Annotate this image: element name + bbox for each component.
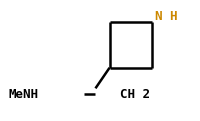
Text: N H: N H xyxy=(154,10,176,23)
Text: CH 2: CH 2 xyxy=(119,88,149,101)
Text: MeNH: MeNH xyxy=(8,88,38,101)
